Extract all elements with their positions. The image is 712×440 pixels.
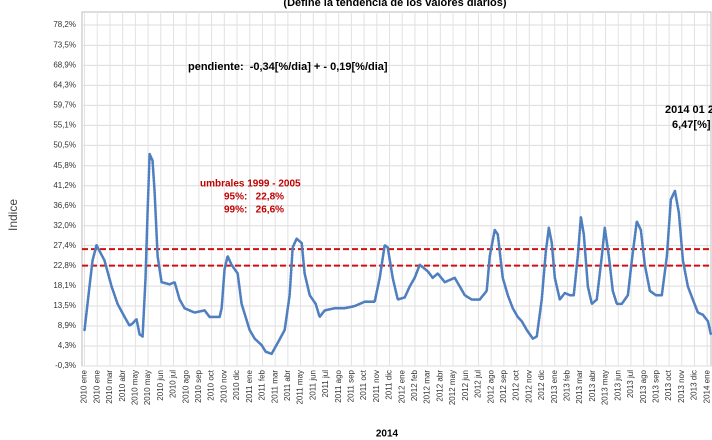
y-tick-label: 59,7% [53, 100, 76, 109]
x-tick-label: 2011 feb [258, 369, 267, 400]
y-tick-label: 68,9% [53, 61, 76, 70]
y-tick-label: 45,8% [53, 161, 76, 170]
annotation: pendiente: -0,34[%/dia] + - 0,19[%/dia] [188, 61, 388, 73]
x-tick-label: 2011 sep [346, 369, 355, 402]
y-tick-label: -0,3% [55, 361, 76, 370]
x-tick-label: 2012 ago [486, 369, 495, 403]
x-tick-label: 2012 jul [474, 370, 483, 398]
x-tick-label: 2011 may [296, 370, 305, 405]
x-tick-label: 2010 ene [80, 369, 89, 403]
x-tick-label: 2010 ago [181, 369, 190, 403]
x-tick-label: 2012 ene [397, 369, 406, 403]
chart-title: (Define la tendencia de los valores diar… [283, 0, 506, 9]
x-tick-label: 2012 feb [410, 369, 419, 401]
x-tick-label: 2011 jun [308, 370, 317, 400]
data-line [83, 152, 712, 356]
y-tick-label: 32,0% [53, 221, 76, 230]
y-tick-label: 22,8% [53, 261, 76, 270]
x-tick-label: 2012 sep [499, 369, 508, 402]
x-tick-label: 2011 dic [385, 370, 394, 400]
annotation: 6,47[%] [672, 119, 711, 131]
x-tick-label: 2013 feb [563, 369, 572, 401]
annotation: 99%: 26,6% [224, 205, 284, 216]
y-tick-label: 73,5% [53, 41, 76, 50]
y-tick-label: 64,3% [53, 80, 76, 89]
x-tick-label: 2013 oct [664, 369, 673, 400]
x-axis-label: 2014 [376, 429, 399, 440]
x-tick-label: 2011 nov [372, 370, 381, 402]
x-tick-label: 2012 abr [435, 370, 444, 402]
y-tick-label: 36,6% [53, 201, 76, 210]
y-tick-label: 13,5% [53, 301, 76, 310]
x-tick-label: 2012 nov [524, 370, 533, 403]
x-tick-label: 2010 may [130, 370, 139, 405]
x-tick-label: 2013 nov [677, 370, 686, 403]
annotation: 95%: 22,8% [224, 192, 284, 203]
annotation: umbrales 1999 - 2005 [200, 179, 301, 190]
x-tick-label: 2012 jun [461, 370, 470, 401]
y-tick-label: 78,2% [53, 20, 76, 29]
x-tick-label: 2014 ene [702, 369, 711, 403]
x-tick-label: 2011 oct [359, 369, 368, 400]
x-tick-label: 2010 nov [219, 370, 228, 403]
x-tick-label: 2010 sep [194, 369, 203, 402]
x-tick-label: 2012 dic [537, 370, 546, 400]
x-tick-label: 2010 mar [105, 370, 114, 404]
x-tick-label: 2013 ago [639, 369, 648, 403]
x-tick-label: 2011 mar [270, 370, 279, 404]
x-tick-label: 2013 dic [690, 370, 699, 400]
x-tick-label: 2010 may [143, 370, 152, 405]
y-tick-label: 50,5% [53, 140, 76, 149]
x-tick-label: 2013 jul [626, 370, 635, 398]
y-tick-label: 18,1% [53, 281, 76, 290]
x-tick-label: 2013 ene [550, 369, 559, 403]
x-tick-label: 2012 oct [512, 369, 521, 400]
annotation: 2014 01 2 [665, 104, 712, 116]
x-tick-label: 2010 oct [207, 369, 216, 400]
y-tick-label: 4,3% [58, 341, 76, 350]
x-tick-label: 2013 mar [575, 370, 584, 404]
x-tick-label: 2012 may [448, 370, 457, 405]
x-tick-label: 2010 jun [156, 370, 165, 401]
y-axis-label: Indice [6, 199, 20, 231]
x-tick-label: 2012 mar [423, 370, 432, 404]
x-tick-label: 2010 dic [232, 370, 241, 400]
x-tick-label: 2011 jul [321, 370, 330, 398]
y-tick-label: 41,2% [53, 181, 76, 190]
y-tick-label: 55,1% [53, 120, 76, 129]
y-tick-label: 8,9% [58, 321, 76, 330]
y-tick-label: 27,4% [53, 241, 76, 250]
x-tick-label: 2013 jun [613, 370, 622, 401]
x-tick-label: 2013 sep [651, 369, 660, 402]
x-tick-label: 2011 ago [334, 369, 343, 402]
x-tick-label: 2011 ene [245, 369, 254, 402]
plot-area [81, 11, 712, 367]
x-tick-label: 2010 jul [169, 370, 178, 398]
x-tick-label: 2013 abr [588, 370, 597, 402]
x-tick-label: 2010 abr [118, 370, 127, 402]
x-tick-label: 2010 ene [92, 369, 101, 403]
x-tick-label: 2013 may [601, 370, 610, 405]
x-tick-label: 2011 abr [283, 370, 292, 401]
